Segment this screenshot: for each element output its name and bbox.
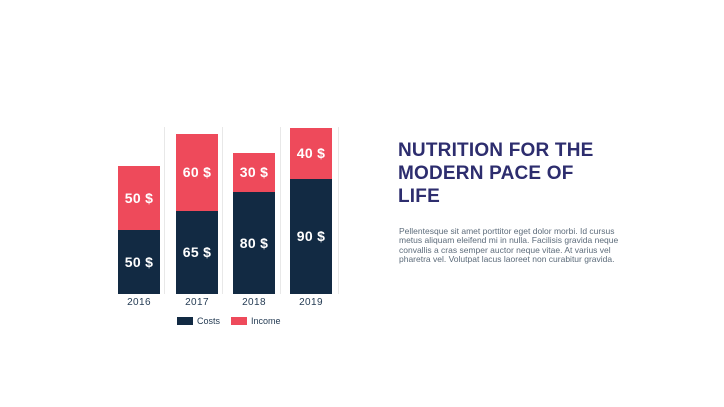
value-label: 60 $ [182,164,212,181]
bar-segment-income-2017: 60 $ [176,134,218,211]
chart-legend: Costs Income [177,316,281,326]
value-label: 65 $ [182,244,212,261]
body-text: Pellentesque sit amet porttitor eget dol… [399,226,619,265]
value-label: 40 $ [296,145,326,162]
category-gridline [222,127,223,294]
page-title: NUTRITION FOR THE MODERN PACE OF LIFE [398,140,594,207]
legend-swatch-income [231,317,248,325]
bar-segment-costs-2017: 65 $ [176,210,218,294]
legend-swatch-costs [177,317,193,325]
x-axis-label-2017: 2017 [185,297,209,308]
chart-plot-area: 50 $ 50 $ 60 $ 65 $ 30 $ 80 $ [100,127,345,294]
bar-segment-income-2019: 40 $ [290,127,332,179]
bar-segment-costs-2018: 80 $ [233,191,275,294]
bar-2019: 40 $ 90 $ [290,127,332,294]
value-label: 50 $ [124,190,154,206]
legend-label-costs: Costs [197,316,221,326]
bar-segment-income-2018: 30 $ [233,153,275,192]
bar-2016: 50 $ 50 $ [118,166,160,294]
x-axis-label-2016: 2016 [127,297,151,308]
value-label: 30 $ [239,164,269,181]
text-block: NUTRITION FOR THE MODERN PACE OF LIFE Pe… [398,139,638,265]
value-label: 80 $ [239,234,269,251]
bar-2017: 60 $ 65 $ [176,134,218,294]
x-axis-label-2018: 2018 [242,297,266,308]
category-gridline [338,127,339,294]
bar-segment-costs-2019: 90 $ [290,178,332,294]
legend-label-income: Income [251,316,281,326]
bar-segment-income-2016: 50 $ [118,166,160,230]
bar-2018: 30 $ 80 $ [233,153,275,294]
bar-segment-costs-2016: 50 $ [118,230,160,294]
stacked-bar-chart: 50 $ 50 $ 60 $ 65 $ 30 $ 80 $ [100,127,345,332]
value-label: 50 $ [124,254,154,270]
value-label: 90 $ [296,228,326,245]
category-gridline [164,127,165,294]
category-gridline [280,127,281,294]
x-axis-label-2019: 2019 [299,297,323,308]
